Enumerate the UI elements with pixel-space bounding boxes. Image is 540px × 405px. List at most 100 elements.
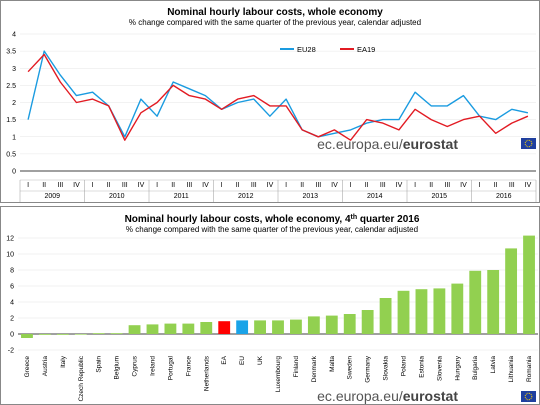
category-label-france: France bbox=[185, 356, 192, 377]
bar-chart-title-main: Nominal hourly labour costs, whole econo… bbox=[125, 214, 351, 225]
bar-y-tick-label: 6 bbox=[10, 284, 14, 291]
bar-hungary bbox=[451, 283, 464, 334]
quarter-label: II bbox=[171, 182, 175, 189]
category-label-poland: Poland bbox=[401, 356, 408, 377]
category-label-germany: Germany bbox=[365, 355, 372, 382]
bar-lithuania bbox=[505, 248, 518, 334]
quarter-label: II bbox=[494, 182, 498, 189]
category-label-sweden: Sweden bbox=[347, 356, 354, 380]
bar-estonia bbox=[415, 289, 428, 334]
line-y-tick-label: 3 bbox=[12, 66, 16, 73]
quarter-label: I bbox=[27, 182, 29, 189]
quarter-label: IV bbox=[202, 182, 209, 189]
eu-flag-stars-icon bbox=[524, 139, 533, 148]
bar-greece bbox=[21, 334, 33, 338]
category-label-ea: EA bbox=[221, 355, 228, 364]
category-label-italy: Italy bbox=[60, 355, 67, 368]
bar-belgium bbox=[110, 333, 123, 334]
year-label: 2010 bbox=[109, 193, 125, 200]
year-label: 2014 bbox=[367, 193, 383, 200]
quarter-label: I bbox=[479, 182, 481, 189]
category-label-portugal: Portugal bbox=[167, 355, 174, 380]
bar-luxembourg bbox=[272, 320, 284, 334]
bar-ireland bbox=[146, 324, 159, 334]
legend-label-ea19: EA19 bbox=[357, 45, 375, 54]
quarter-label: IV bbox=[73, 182, 80, 189]
line-chart-title: Nominal hourly labour costs, whole econo… bbox=[167, 7, 383, 18]
quarter-label: I bbox=[156, 182, 158, 189]
quarter-label: IV bbox=[267, 182, 274, 189]
quarter-label: IV bbox=[460, 182, 467, 189]
category-label-malta: Malta bbox=[329, 356, 336, 372]
bar-y-tick-label: 0 bbox=[10, 332, 14, 339]
bar-y-tick-label: 2 bbox=[10, 316, 14, 323]
bar-y-tick-label: 4 bbox=[10, 300, 14, 307]
category-label-latvia: Latvia bbox=[490, 356, 497, 374]
category-label-uk: UK bbox=[257, 355, 264, 365]
quarter-label: II bbox=[107, 182, 111, 189]
brand-top: ec.europa.eu/eurostat bbox=[317, 136, 536, 152]
quarter-label: II bbox=[429, 182, 433, 189]
year-label: 2009 bbox=[44, 193, 60, 200]
category-label-slovenia: Slovenia bbox=[436, 356, 443, 381]
year-label: 2012 bbox=[238, 193, 254, 200]
bar-portugal bbox=[164, 323, 177, 334]
bar-finland bbox=[290, 319, 302, 334]
bar-spain bbox=[92, 333, 105, 334]
line-y-tick-label: 3.5 bbox=[6, 49, 16, 56]
bar-austria bbox=[38, 334, 51, 335]
category-label-denmark: Denmark bbox=[311, 355, 318, 382]
quarter-label: I bbox=[92, 182, 94, 189]
bar-y-tick-label: 10 bbox=[6, 252, 14, 259]
quarter-label: III bbox=[315, 182, 321, 189]
year-label: 2016 bbox=[496, 193, 512, 200]
eu-flag-icon-bottom bbox=[521, 391, 536, 402]
category-label-czech-republic: Czech Republic bbox=[78, 355, 85, 401]
category-label-eu: EU bbox=[239, 356, 246, 365]
brand-bottom-text: ec.europa.eu/eurostat bbox=[317, 388, 458, 404]
bar-y-tick-label: -2 bbox=[8, 348, 14, 355]
line-chart-series bbox=[27, 50, 529, 141]
bar-poland bbox=[397, 290, 410, 334]
quarter-label: IV bbox=[396, 182, 403, 189]
category-label-lithuania: Lithuania bbox=[508, 356, 515, 383]
quarter-label: IV bbox=[138, 182, 145, 189]
quarter-label: III bbox=[57, 182, 63, 189]
brand-bottom-prefix: ec.europa.eu/ bbox=[317, 388, 403, 404]
quarter-label: III bbox=[380, 182, 386, 189]
bar-chart-title-sup: th bbox=[351, 214, 358, 221]
quarter-label: I bbox=[350, 182, 352, 189]
bar-romania bbox=[523, 235, 535, 334]
line-y-tick-label: 2 bbox=[12, 100, 16, 107]
category-label-spain: Spain bbox=[96, 356, 103, 373]
quarter-label: II bbox=[300, 182, 304, 189]
bar-latvia bbox=[487, 270, 500, 334]
quarter-label: I bbox=[285, 182, 287, 189]
quarter-label: IV bbox=[331, 182, 338, 189]
year-label: 2013 bbox=[302, 193, 318, 200]
category-label-cyprus: Cyprus bbox=[132, 355, 139, 376]
bar-sweden bbox=[343, 314, 356, 334]
series-line-ea19 bbox=[27, 53, 529, 141]
bar-eu bbox=[236, 320, 249, 334]
bar-bulgaria bbox=[469, 270, 482, 334]
line-chart-y-ticks: 0 0.5 1 1.5 2 2.5 3 3.5 4 bbox=[6, 32, 16, 176]
eu-flag-stars-icon-bottom bbox=[524, 392, 533, 401]
category-label-netherlands: Netherlands bbox=[203, 355, 210, 391]
category-label-finland: Finland bbox=[293, 356, 300, 378]
bar-slovakia bbox=[379, 298, 392, 334]
eu-flag-icon bbox=[521, 138, 536, 149]
bar-denmark bbox=[307, 316, 320, 334]
bar-chart-subtitle: % change compared with the same quarter … bbox=[126, 225, 418, 234]
quarter-label: II bbox=[236, 182, 240, 189]
bar-chart-categories: Greece Austria Italy Czech Republic Spain Bel… bbox=[24, 355, 533, 401]
category-label-luxembourg: Luxembourg bbox=[275, 356, 282, 393]
bar-chart-title: Nominal hourly labour costs, whole econo… bbox=[125, 214, 420, 225]
bar-y-tick-label: 12 bbox=[6, 236, 14, 243]
category-label-belgium: Belgium bbox=[114, 356, 121, 379]
category-label-hungary: Hungary bbox=[454, 355, 461, 380]
bar-france bbox=[182, 323, 195, 334]
bar-chart-bars bbox=[21, 235, 535, 338]
line-chart-x-axis: I II III IV I II III IV I II III IV I II III IV I II III IV… bbox=[19, 179, 537, 202]
